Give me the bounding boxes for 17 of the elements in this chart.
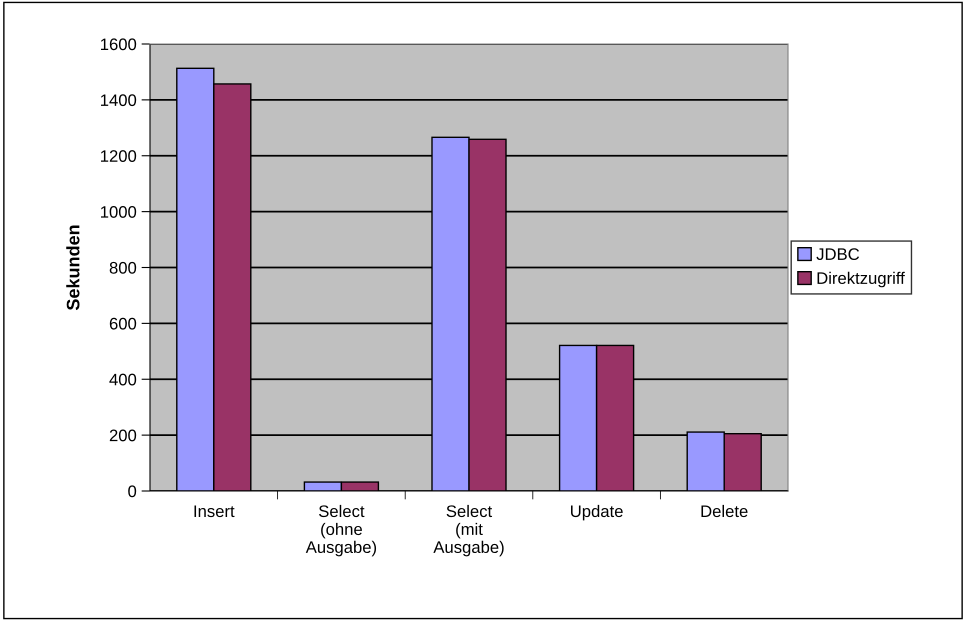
y-tick-label: 600 [110,318,136,330]
legend-label: Direktzugriff [818,272,905,288]
y-tick-label: 200 [110,430,136,442]
x-tick-label: Insert [194,506,235,518]
y-tick-label: 1200 [101,150,136,162]
y-tick-label: 1000 [101,206,136,218]
legend-label: JDBC [816,248,860,260]
y-tick-label: 0 [128,485,136,498]
y-tick-label: 1400 [101,94,136,106]
x-tick-label: Select (mit Ausgabe) [433,504,504,556]
x-tick-label: Select (ohne Ausgabe) [306,504,376,556]
y-tick-label: 800 [110,262,136,274]
y-tick-label: 1600 [101,38,136,50]
y-tick-label: 400 [109,374,136,386]
x-tick-label: Update [571,504,623,520]
y-axis-title: Sekunden [66,225,80,310]
x-tick-label: Delete [701,504,748,518]
